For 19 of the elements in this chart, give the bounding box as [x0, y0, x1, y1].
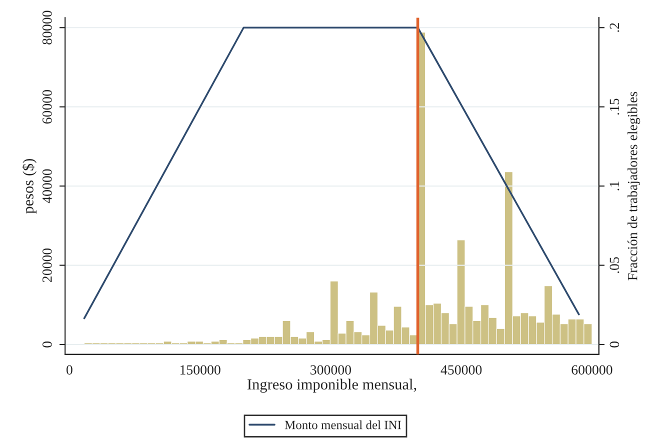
- y-tick-label: 0: [42, 342, 52, 348]
- x-tick-label: 150000: [180, 365, 220, 375]
- y2-tick-label: .1: [610, 182, 620, 190]
- y-tick-label: 60000: [42, 90, 52, 124]
- x-tick-label: 450000: [440, 365, 482, 375]
- y2-tick-label: .2: [610, 23, 620, 32]
- y2-axis-title: Fracción de trabajadores elegibles: [627, 92, 640, 280]
- y2-tick-label: .15: [610, 98, 620, 115]
- y2-tick-label: 0: [610, 342, 620, 348]
- y-tick-label: 40000: [42, 169, 52, 204]
- legend-label: Monto mensual del INI: [284, 420, 402, 430]
- y2-tick-label: .05: [610, 257, 620, 274]
- y-axis-title: pesos ($): [22, 158, 37, 214]
- x-tick-label: 0: [66, 365, 72, 375]
- y-tick-label: 80000: [42, 10, 52, 44]
- x-tick-label: 600000: [572, 365, 612, 375]
- x-tick-label: 300000: [310, 365, 352, 375]
- y-tick-label: 20000: [42, 248, 52, 282]
- x-axis-title: Ingreso imponible mensual,: [247, 378, 416, 393]
